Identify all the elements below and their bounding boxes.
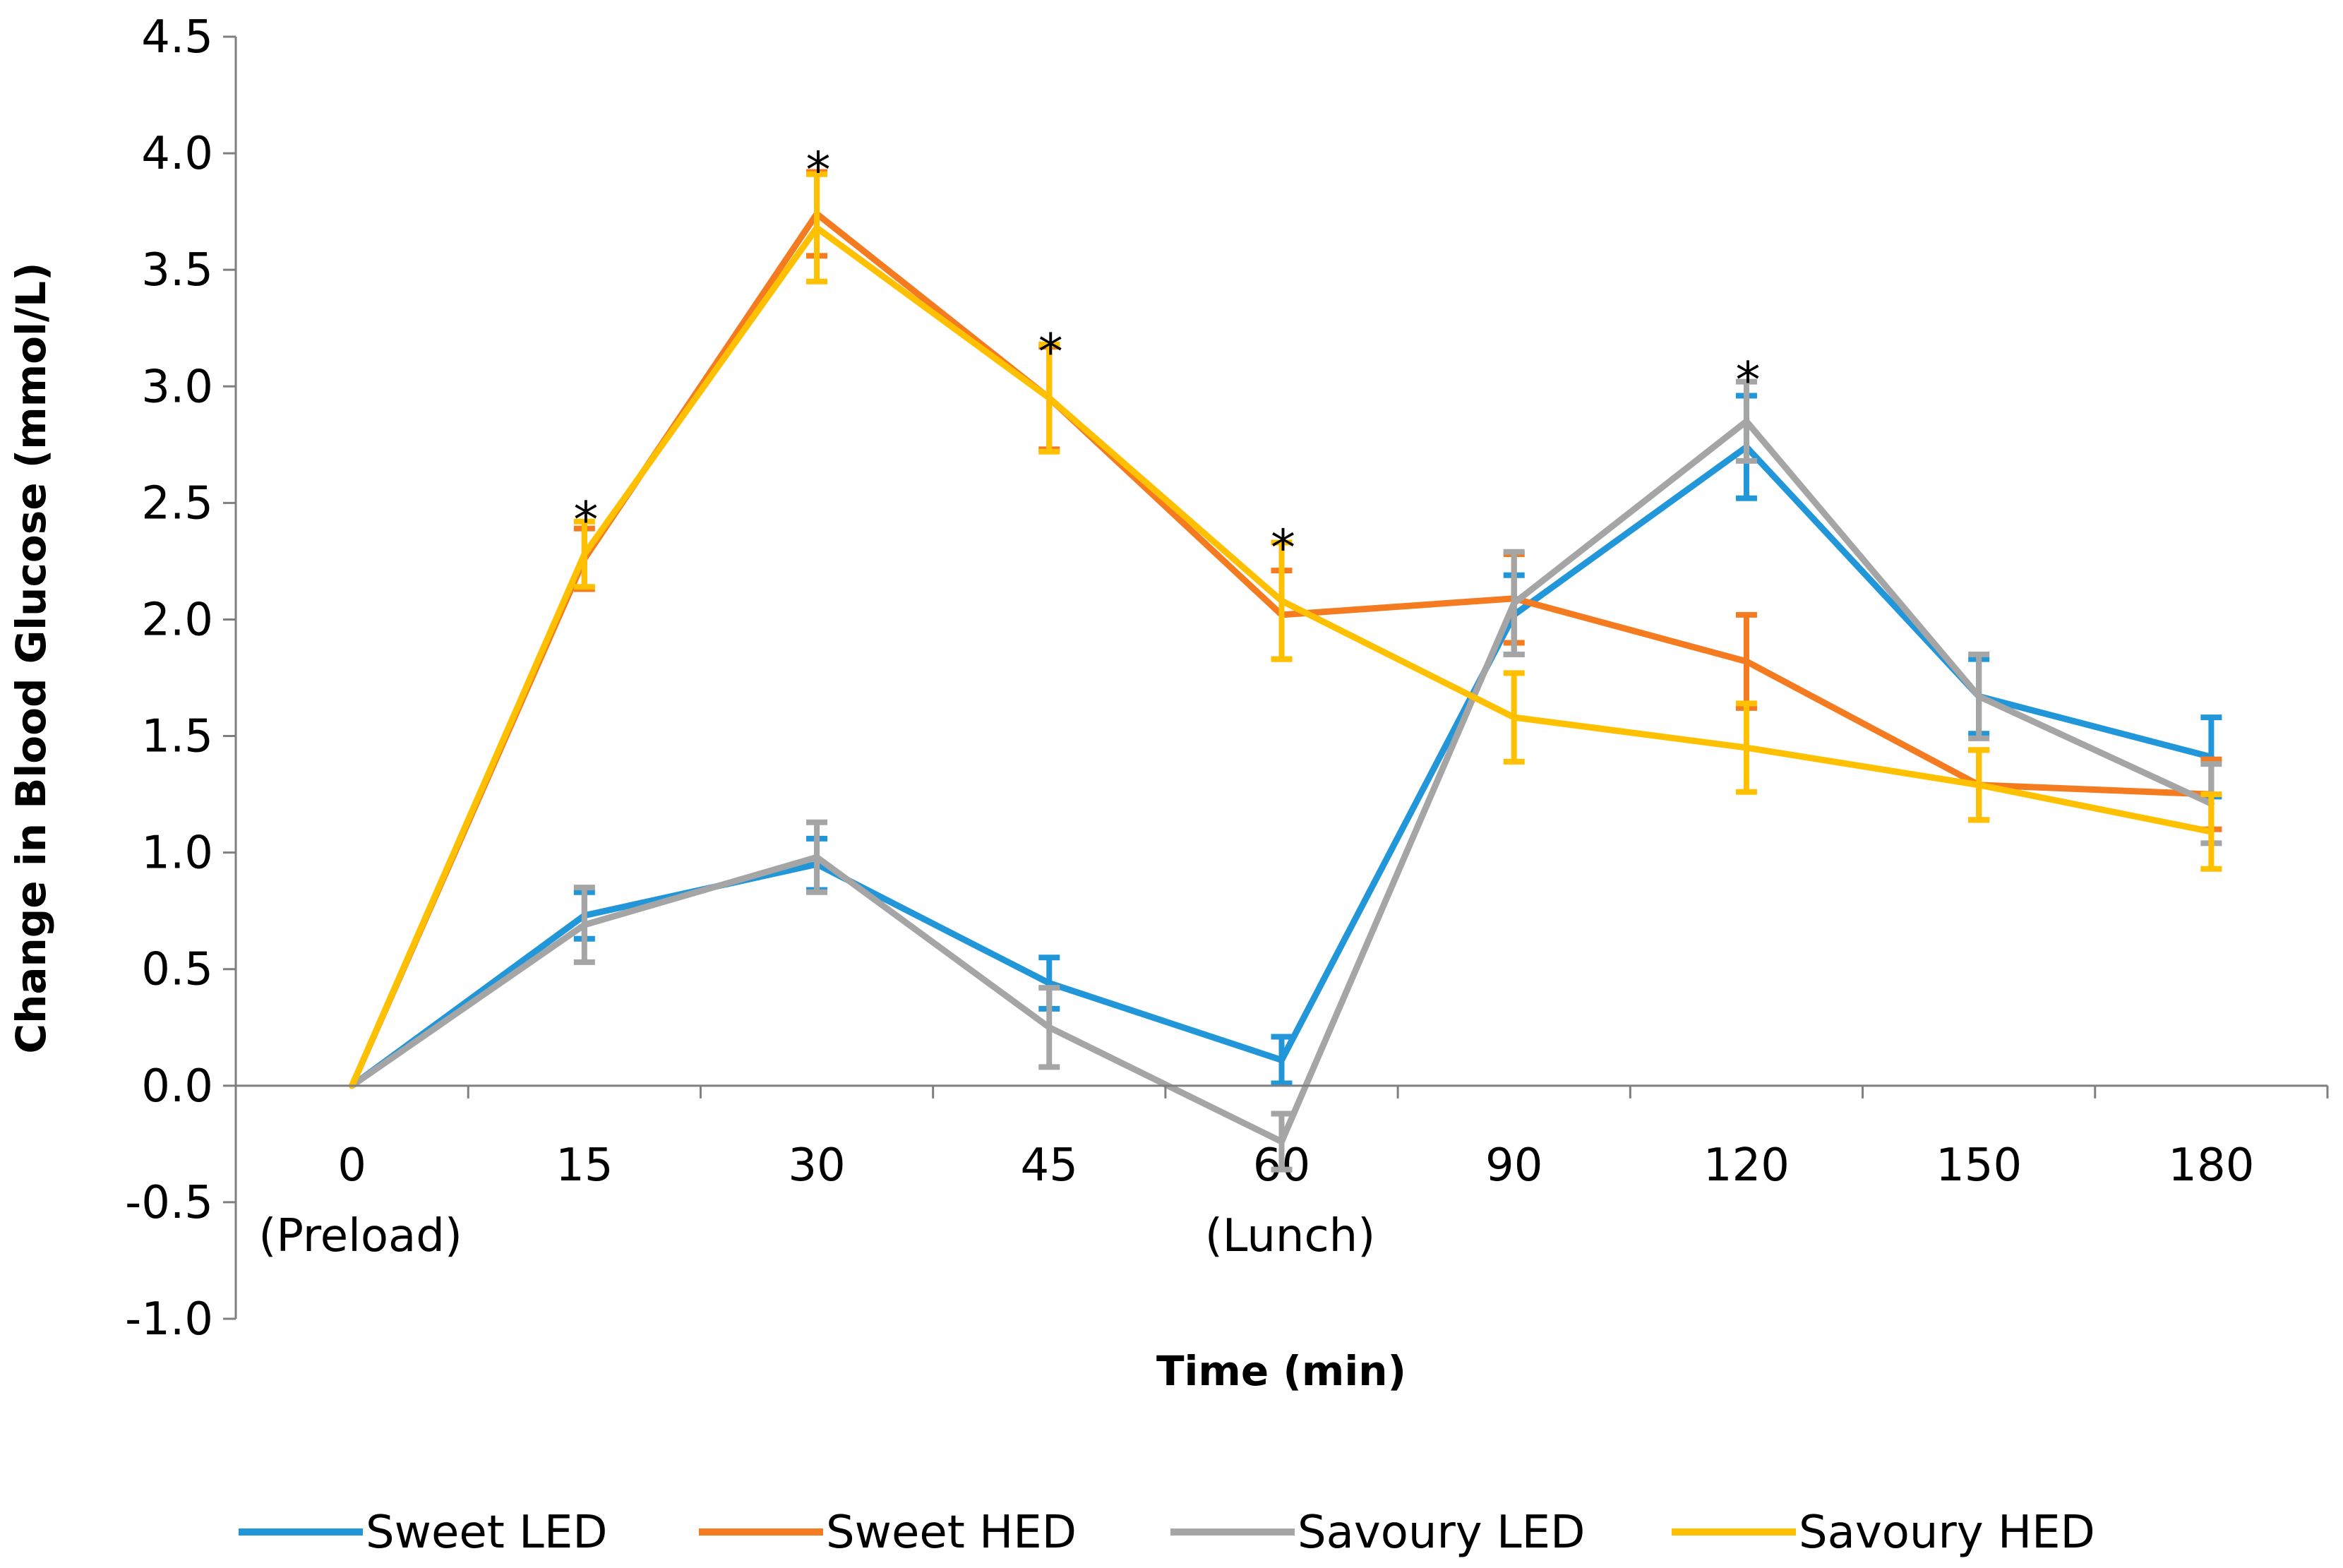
x-tick-label: 120 [1703, 1139, 1790, 1192]
data-point [1046, 395, 1053, 401]
data-point [1976, 693, 1982, 700]
legend-item-savoury-hed: Savoury HED [1672, 1507, 2095, 1559]
y-tick-label: 1.5 [141, 711, 213, 763]
y-tick-label: 4.0 [141, 128, 213, 180]
x-tick-label: 150 [1936, 1139, 2022, 1192]
legend-item-sweet-hed: Sweet HED [699, 1507, 1077, 1559]
axes [223, 35, 2329, 1320]
x-axis-tick-labels: 0(Preload)15 30 45 60(Lunch)90 120 150 180 [258, 1139, 2254, 1262]
data-point [581, 921, 587, 928]
data-point [1743, 418, 1749, 424]
annotations: * * * * * [573, 141, 1760, 577]
x-tick-sublabel: (Preload) [258, 1210, 462, 1262]
data-point [581, 551, 587, 558]
data-point [1278, 598, 1285, 604]
x-tick-label: 15 [556, 1139, 613, 1192]
data-point [1278, 1139, 1285, 1145]
x-tick-label: 0 [337, 1139, 366, 1192]
series-layer [349, 169, 2222, 1173]
y-tick-label: 1.0 [141, 827, 213, 880]
y-tick-label: 3.5 [141, 244, 213, 297]
data-point [1046, 1024, 1053, 1031]
significance-marker: * [573, 491, 598, 549]
series-savoury-hed [349, 171, 2222, 1089]
significance-marker: * [1735, 351, 1760, 409]
data-point [1278, 1057, 1285, 1063]
series-sweet-led [349, 393, 2222, 1089]
significance-marker: * [1038, 323, 1063, 381]
data-point [1511, 600, 1517, 606]
legend: Sweet LED Sweet HED Savoury LED Savoury HED [239, 1507, 2095, 1559]
legend-label: Savoury LED [1298, 1507, 1585, 1559]
y-tick-label: 0.5 [141, 944, 213, 996]
data-point [1743, 658, 1749, 664]
data-point [1976, 782, 1982, 788]
y-axis-title: Change in Blood Glucose (mmol/L) [7, 262, 55, 1053]
data-point [2208, 828, 2215, 834]
data-point [1743, 745, 1749, 751]
y-tick-label: -0.5 [125, 1177, 213, 1229]
x-tick-sublabel: (Lunch) [1205, 1210, 1375, 1262]
y-tick-label: 2.5 [141, 477, 213, 529]
y-tick-label: 4.5 [141, 11, 213, 64]
x-tick-label: 90 [1485, 1139, 1542, 1192]
data-point [1511, 714, 1517, 721]
series-sweet-hed [349, 169, 2222, 1089]
legend-label: Savoury HED [1799, 1507, 2095, 1559]
y-axis-tick-labels: -1.0 -0.5 0.0 0.5 1.0 1.5 2.0 2.5 3.0 3.5 4.0 4.5 [125, 11, 213, 1346]
legend-label: Sweet LED [366, 1507, 608, 1559]
significance-marker: * [1271, 519, 1295, 577]
x-tick-label: 180 [2168, 1139, 2254, 1192]
data-point [1046, 980, 1053, 986]
y-tick-label: 3.0 [141, 361, 213, 413]
legend-item-sweet-led: Sweet LED [239, 1507, 608, 1559]
y-tick-label: -1.0 [125, 1293, 213, 1346]
y-tick-label: 2.0 [141, 594, 213, 646]
y-tick-label: 0.0 [141, 1060, 213, 1113]
x-tick-label: 45 [1021, 1139, 1078, 1192]
significance-marker: * [806, 141, 831, 199]
legend-item-savoury-led: Savoury LED [1170, 1507, 1585, 1559]
data-point [814, 225, 820, 231]
x-axis-title: Time (min) [1156, 1347, 1406, 1395]
data-point [814, 854, 820, 861]
x-tick-label: 30 [788, 1139, 845, 1192]
legend-label: Sweet HED [826, 1507, 1077, 1559]
